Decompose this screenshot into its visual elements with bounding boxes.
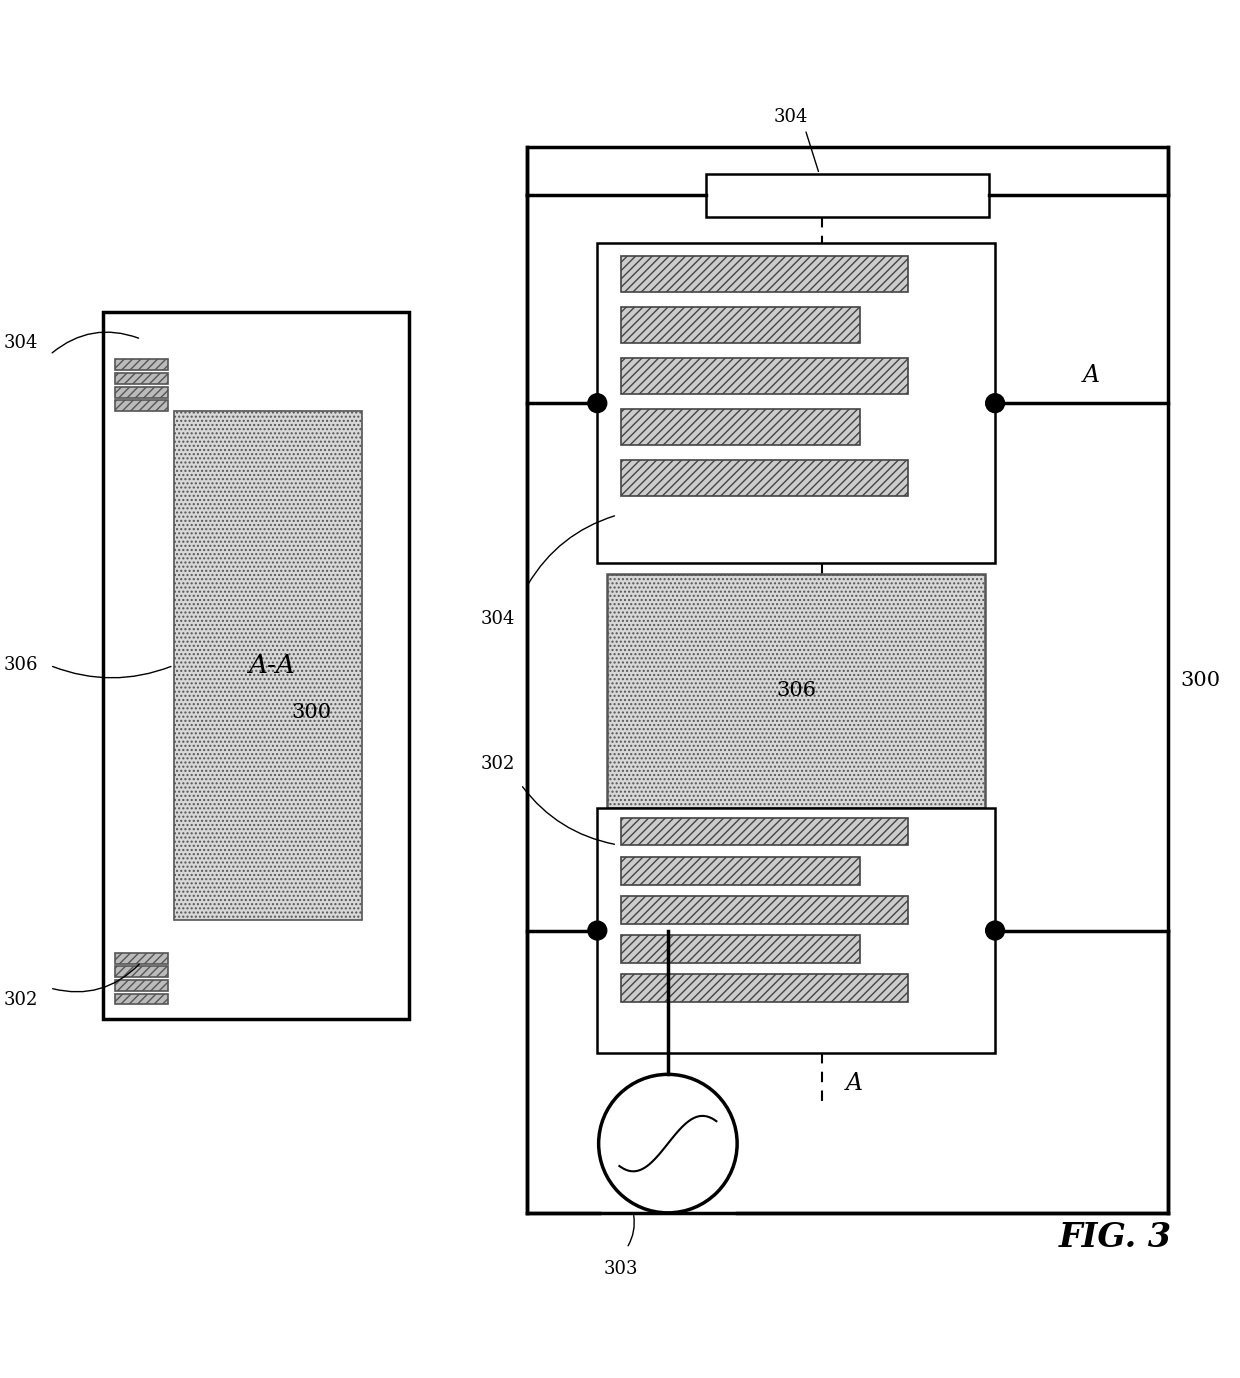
Circle shape xyxy=(986,394,1004,412)
Text: 300: 300 xyxy=(291,703,331,722)
Text: 304: 304 xyxy=(4,333,38,351)
Text: 306: 306 xyxy=(4,656,38,674)
Text: 304: 304 xyxy=(774,109,808,127)
Text: 303: 303 xyxy=(604,1259,639,1277)
Text: 300: 300 xyxy=(1180,671,1220,689)
FancyBboxPatch shape xyxy=(115,966,167,977)
Text: A-A: A-A xyxy=(248,653,295,678)
FancyBboxPatch shape xyxy=(115,360,167,371)
FancyBboxPatch shape xyxy=(527,147,1168,1213)
Text: 302: 302 xyxy=(4,991,38,1009)
Circle shape xyxy=(588,921,606,940)
FancyBboxPatch shape xyxy=(115,994,167,1005)
FancyBboxPatch shape xyxy=(621,256,908,292)
FancyBboxPatch shape xyxy=(115,952,167,963)
Text: A: A xyxy=(846,1072,862,1096)
FancyBboxPatch shape xyxy=(621,460,908,496)
FancyBboxPatch shape xyxy=(621,896,908,923)
FancyBboxPatch shape xyxy=(115,387,167,398)
Circle shape xyxy=(588,394,606,412)
FancyBboxPatch shape xyxy=(115,980,167,991)
FancyBboxPatch shape xyxy=(707,174,988,216)
FancyBboxPatch shape xyxy=(103,313,409,1018)
FancyBboxPatch shape xyxy=(598,244,994,564)
FancyBboxPatch shape xyxy=(174,411,362,919)
FancyBboxPatch shape xyxy=(115,400,167,411)
FancyBboxPatch shape xyxy=(621,974,908,1002)
FancyBboxPatch shape xyxy=(621,307,859,343)
FancyBboxPatch shape xyxy=(621,817,908,845)
Text: FIG. 3: FIG. 3 xyxy=(1059,1221,1172,1254)
FancyBboxPatch shape xyxy=(621,358,908,394)
Text: A: A xyxy=(1083,364,1100,387)
FancyBboxPatch shape xyxy=(621,409,859,445)
FancyBboxPatch shape xyxy=(115,373,167,384)
Circle shape xyxy=(986,921,1004,940)
FancyBboxPatch shape xyxy=(621,936,859,963)
FancyBboxPatch shape xyxy=(606,573,986,808)
FancyBboxPatch shape xyxy=(598,808,994,1053)
FancyBboxPatch shape xyxy=(621,857,859,885)
Text: 302: 302 xyxy=(481,755,515,773)
Text: 304: 304 xyxy=(481,610,515,628)
Text: 306: 306 xyxy=(776,681,816,700)
